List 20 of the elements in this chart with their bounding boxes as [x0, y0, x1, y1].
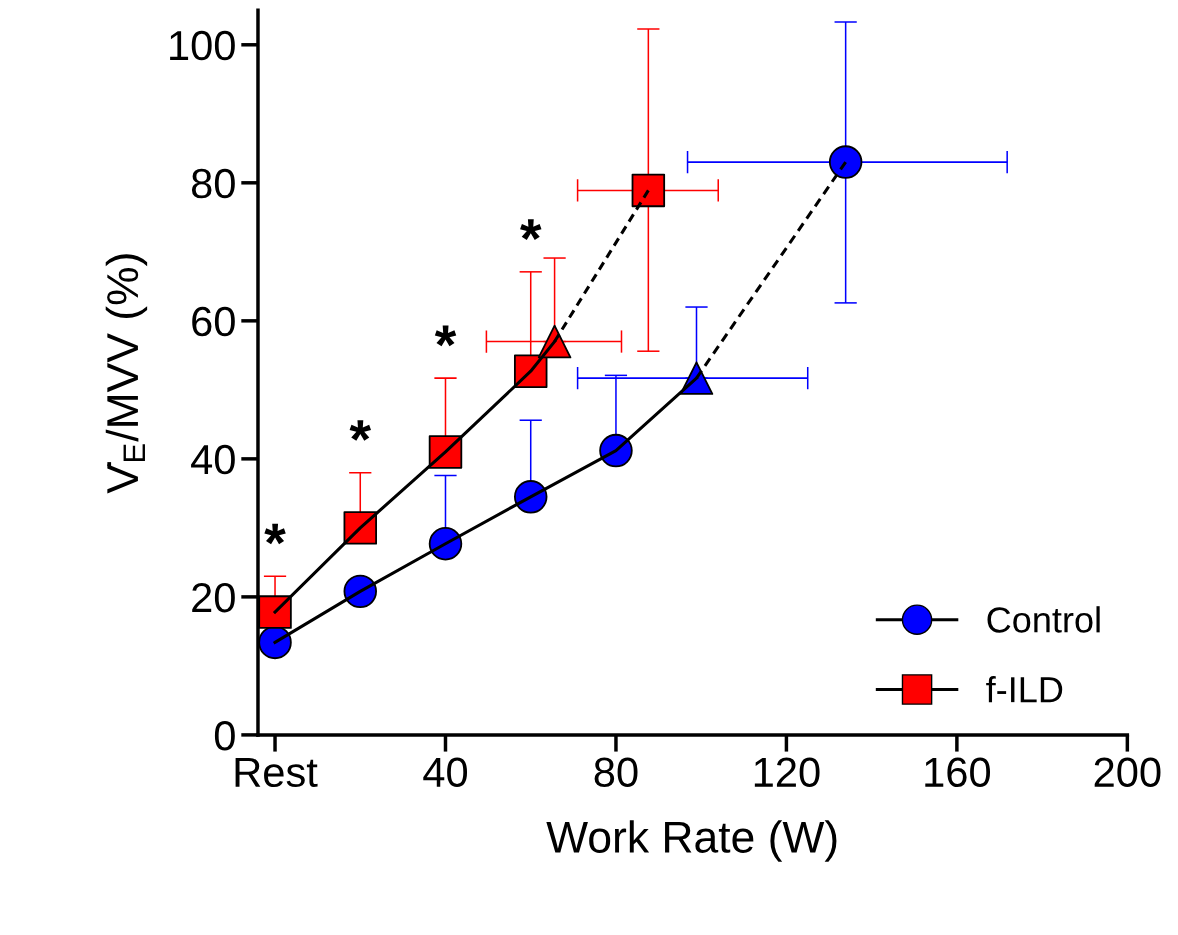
x-tick-label: 200 [1094, 757, 1161, 788]
x-tick-label: Rest [235, 757, 318, 788]
x-tick-label: 160 [925, 757, 991, 788]
x-axis-title: Work Rate (W) [546, 820, 837, 862]
y-tick-label: 100 [170, 30, 235, 61]
annotation: * [434, 325, 457, 347]
x-tick-label: 80 [594, 757, 638, 788]
y-tick-label: 20 [192, 582, 235, 613]
annotation: * [349, 420, 372, 441]
x-tick-label: 120 [754, 757, 820, 788]
annotation: * [264, 523, 286, 545]
annotation: * [520, 219, 542, 240]
y-axis-title: V̇$_{E}$/MVV (%) [105, 254, 148, 494]
legend-label: Control [987, 606, 1100, 633]
y-tick-label: 60 [192, 306, 235, 337]
y-tick-label: 40 [191, 444, 235, 475]
y-tick-label: 0 [214, 720, 235, 751]
y-tick-label: 80 [191, 168, 235, 199]
x-tick-label: 40 [423, 757, 468, 788]
legend-label: f-ILD [986, 676, 1063, 703]
